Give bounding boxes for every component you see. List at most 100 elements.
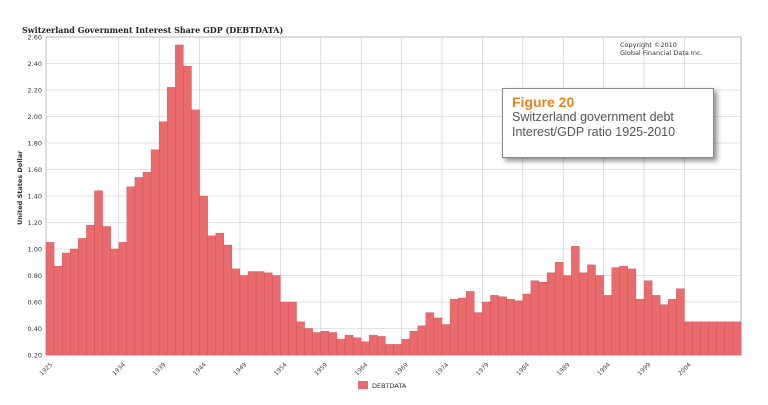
data-bar — [86, 224, 95, 356]
data-bar — [110, 248, 119, 356]
data-bar — [199, 195, 208, 356]
y-tick-label: 1.60 — [28, 166, 42, 174]
data-bar — [296, 321, 305, 356]
legend-label: DEBTDATA — [372, 382, 407, 390]
x-tick-label: 1984 — [515, 361, 531, 377]
data-bar — [328, 332, 338, 356]
data-bar — [700, 321, 709, 356]
data-bar — [352, 337, 362, 356]
data-bar — [255, 271, 265, 356]
data-bar — [207, 235, 216, 356]
data-bar — [102, 226, 111, 356]
data-bar — [708, 321, 717, 356]
y-tick-label: 1.00 — [28, 246, 42, 254]
data-bar — [441, 324, 451, 356]
data-bar — [482, 301, 491, 356]
legend-swatch — [358, 381, 368, 389]
data-bar — [433, 317, 443, 356]
data-bar — [344, 334, 354, 356]
y-tick-label: 1.40 — [28, 193, 42, 201]
data-bar — [336, 338, 346, 356]
data-bar — [425, 312, 435, 356]
data-bar — [474, 312, 483, 356]
data-bar — [716, 321, 726, 356]
data-bar — [94, 190, 103, 356]
x-tick-label: 1944 — [192, 361, 208, 377]
figure-caption: Switzerland government debt Interest/GDP… — [512, 110, 676, 139]
data-bar — [676, 288, 685, 356]
data-bar — [595, 275, 604, 356]
y-tick-label: 2.00 — [28, 113, 42, 121]
data-bar — [45, 242, 55, 356]
data-bar — [175, 44, 184, 356]
data-bar — [490, 295, 499, 356]
data-bar — [579, 272, 588, 356]
data-bar — [538, 281, 548, 356]
data-bar — [142, 171, 152, 356]
data-bar — [247, 271, 257, 356]
data-bar — [134, 177, 144, 356]
x-tick-label: 1989 — [556, 361, 572, 377]
data-bar — [183, 65, 192, 356]
data-bar — [466, 291, 475, 356]
x-tick-label: 2004 — [677, 361, 693, 377]
data-bar — [417, 325, 427, 356]
data-bar — [215, 232, 224, 356]
data-bar — [563, 275, 572, 356]
data-bar — [449, 299, 459, 356]
data-bar — [288, 301, 297, 356]
data-bar — [61, 252, 71, 356]
data-bar — [643, 280, 653, 356]
y-tick-label: 0.60 — [28, 299, 42, 307]
copyright-line-2: Global Financial Data Inc. — [620, 49, 703, 57]
data-bar — [668, 299, 677, 356]
y-tick-label: 2.20 — [28, 87, 42, 95]
data-bar — [272, 275, 281, 356]
data-area — [45, 44, 742, 356]
x-tick-label: 1934 — [111, 361, 127, 377]
data-bar — [167, 87, 176, 356]
y-tick-label: 0.20 — [28, 352, 42, 360]
data-bar — [118, 242, 127, 356]
data-bar — [312, 332, 321, 356]
y-tick-label: 2.60 — [28, 34, 42, 42]
y-tick-label: 0.80 — [28, 272, 42, 280]
x-tick-label: 1954 — [273, 361, 289, 377]
x-axis-ticks: 1925 1934 1939 1944 1949 1954 1959 1964 1969 1974… — [38, 361, 692, 377]
x-tick-label: 1969 — [394, 361, 410, 377]
data-bar — [369, 334, 378, 356]
data-bar — [377, 336, 386, 356]
figure-callout: Figure 20 Switzerland government debt In… — [502, 88, 714, 158]
data-bar — [320, 330, 330, 356]
x-tick-label: 1974 — [434, 361, 450, 377]
data-bar — [692, 321, 701, 356]
data-bar — [651, 295, 661, 356]
data-bar — [231, 268, 241, 356]
x-tick-label: 1979 — [475, 361, 491, 377]
data-bar — [393, 344, 402, 356]
y-axis-ticks: 2.60 2.40 2.20 2.00 1.80 1.60 1.40 1.20 1.00 0.80… — [28, 34, 42, 360]
data-bar — [78, 238, 87, 356]
data-bar — [401, 338, 410, 356]
data-bar — [223, 244, 233, 356]
x-tick-label: 1959 — [313, 361, 329, 377]
data-bar — [385, 344, 394, 356]
y-axis-label: United States Dollar — [16, 150, 24, 225]
data-bar — [571, 246, 580, 356]
data-bar — [360, 341, 370, 356]
chart-title: Switzerland Government Interest Share GD… — [22, 25, 283, 35]
data-bar — [522, 293, 532, 356]
data-bar — [732, 321, 742, 356]
data-bar — [498, 296, 507, 356]
data-bar — [304, 328, 313, 356]
data-bar — [660, 304, 669, 356]
y-tick-label: 0.40 — [28, 325, 42, 333]
data-bar — [280, 301, 289, 356]
copyright-line-1: Copyright ©2010 — [620, 41, 677, 49]
figure-label: Figure 20 — [512, 94, 575, 110]
x-tick-label: 1964 — [354, 361, 370, 377]
x-tick-label: 1994 — [596, 361, 612, 377]
data-bar — [619, 266, 629, 356]
data-bar — [239, 275, 249, 356]
